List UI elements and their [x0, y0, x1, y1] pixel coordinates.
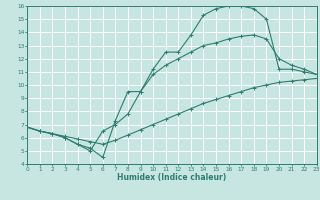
X-axis label: Humidex (Indice chaleur): Humidex (Indice chaleur): [117, 173, 227, 182]
